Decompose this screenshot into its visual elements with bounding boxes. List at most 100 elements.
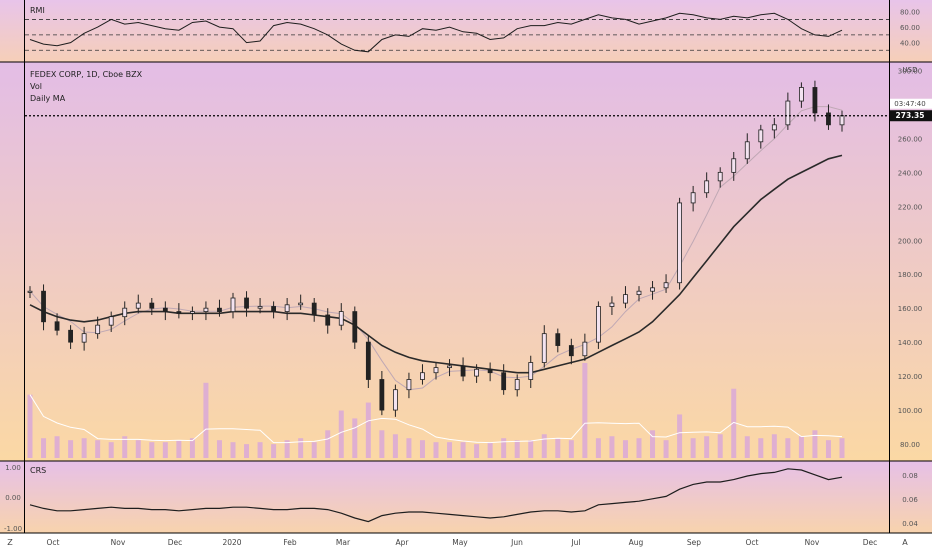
candle bbox=[176, 303, 182, 319]
rmi-panel-bg bbox=[0, 0, 932, 62]
volume-bar bbox=[555, 438, 561, 458]
crs-left-tick-label: 1.00 bbox=[5, 464, 21, 472]
candle-body bbox=[298, 302, 304, 306]
candle-body bbox=[609, 302, 615, 307]
volume-bar bbox=[474, 444, 480, 458]
candle-body bbox=[244, 297, 249, 309]
candle bbox=[54, 313, 60, 336]
candle-body bbox=[826, 112, 831, 126]
candle-layer bbox=[27, 80, 845, 417]
volume-bar bbox=[203, 382, 209, 458]
ma-label[interactable]: Daily MA bbox=[30, 94, 66, 103]
candle-body bbox=[812, 87, 818, 114]
volume-bar bbox=[487, 442, 493, 458]
volume-bar bbox=[27, 394, 33, 458]
candle-body bbox=[568, 345, 574, 357]
crs-panel-bg bbox=[0, 461, 932, 533]
volume-bar bbox=[68, 440, 74, 458]
candle-body bbox=[68, 329, 73, 343]
volume-bar bbox=[325, 430, 331, 458]
volume-bar bbox=[81, 438, 87, 458]
volume-bar bbox=[162, 442, 168, 458]
scale-left-letter[interactable]: Z bbox=[7, 538, 13, 547]
volume-bar bbox=[622, 440, 628, 458]
crs-left-tick-label: 0.00 bbox=[5, 494, 21, 502]
candle-body bbox=[135, 302, 141, 309]
volume-bar bbox=[95, 440, 101, 458]
candle-body bbox=[758, 129, 764, 143]
candle-body bbox=[176, 311, 182, 314]
volume-bar bbox=[189, 438, 195, 458]
main-title[interactable]: FEDEX CORP, 1D, Cboe BZX bbox=[30, 70, 143, 79]
scale-right-letter[interactable]: A bbox=[902, 538, 908, 547]
volume-bar bbox=[541, 434, 547, 458]
volume-layer bbox=[27, 363, 845, 458]
volume-bar bbox=[771, 434, 777, 458]
vol-label[interactable]: Vol bbox=[30, 82, 42, 91]
candle bbox=[650, 281, 655, 300]
candle-body bbox=[663, 282, 669, 289]
price-tag: 273.35 bbox=[896, 111, 925, 120]
candle bbox=[406, 372, 412, 399]
candle-body bbox=[623, 294, 628, 304]
candle-body bbox=[704, 180, 710, 194]
candle bbox=[379, 371, 385, 416]
candle-body bbox=[311, 302, 317, 316]
candle bbox=[217, 299, 222, 317]
candle-body bbox=[771, 124, 777, 131]
price-tick-label: 260.00 bbox=[898, 135, 923, 143]
rmi-levels bbox=[25, 19, 889, 51]
candle-body bbox=[731, 158, 737, 173]
volume-bar bbox=[582, 363, 588, 458]
candle bbox=[704, 172, 710, 198]
time-tick-label: Dec bbox=[863, 538, 878, 547]
candle-body bbox=[433, 367, 439, 374]
candle bbox=[95, 316, 101, 339]
candle bbox=[162, 301, 168, 321]
price-tag-bg bbox=[890, 110, 932, 122]
x-axis-labels: Oct Nov Dec 2020 Feb Mar Apr May Jun Jul Aug Sep Oct… bbox=[47, 538, 878, 547]
volume-bar bbox=[650, 430, 656, 458]
candle-body bbox=[203, 307, 209, 312]
volume-bar bbox=[41, 438, 47, 458]
candle bbox=[108, 311, 114, 332]
candle bbox=[365, 335, 371, 388]
volume-bar bbox=[704, 436, 710, 458]
countdown-tag-bg bbox=[890, 98, 932, 109]
volume-bar bbox=[798, 436, 804, 458]
time-tick-label: Nov bbox=[805, 538, 820, 547]
volume-bar bbox=[216, 440, 222, 458]
candle-body bbox=[406, 379, 412, 391]
candle bbox=[311, 298, 317, 322]
candle bbox=[487, 362, 493, 382]
time-tick-label: Oct bbox=[47, 538, 60, 547]
main-panel-bg bbox=[0, 62, 932, 461]
candle bbox=[298, 294, 304, 310]
candle bbox=[501, 364, 507, 395]
volume-ma-line bbox=[29, 394, 843, 444]
price-tick-label: 80.00 bbox=[900, 441, 920, 449]
candle bbox=[325, 308, 331, 334]
time-tick-label: Nov bbox=[111, 538, 126, 547]
price-tick-label: 120.00 bbox=[898, 373, 923, 381]
candle bbox=[541, 325, 547, 368]
countdown-tag: 03:47:40 bbox=[894, 100, 925, 108]
candle bbox=[636, 286, 642, 302]
volume-bar bbox=[108, 442, 114, 458]
volume-bar bbox=[690, 438, 696, 458]
candle-body bbox=[514, 379, 520, 391]
volume-bar bbox=[284, 440, 290, 458]
crs-right-tick-label: 0.06 bbox=[902, 496, 918, 504]
candle-body bbox=[717, 171, 723, 182]
candle bbox=[717, 167, 723, 188]
candle-body bbox=[284, 304, 290, 312]
time-tick-label: Aug bbox=[629, 538, 644, 547]
candle bbox=[623, 286, 628, 309]
candle bbox=[135, 294, 141, 314]
volume-bar bbox=[460, 442, 466, 458]
candle bbox=[460, 357, 466, 382]
volume-bar bbox=[230, 442, 236, 458]
crs-right-tick-label: 0.08 bbox=[902, 472, 918, 480]
volume-bar bbox=[406, 438, 412, 458]
crs-right-tick-label: 0.04 bbox=[902, 520, 918, 528]
